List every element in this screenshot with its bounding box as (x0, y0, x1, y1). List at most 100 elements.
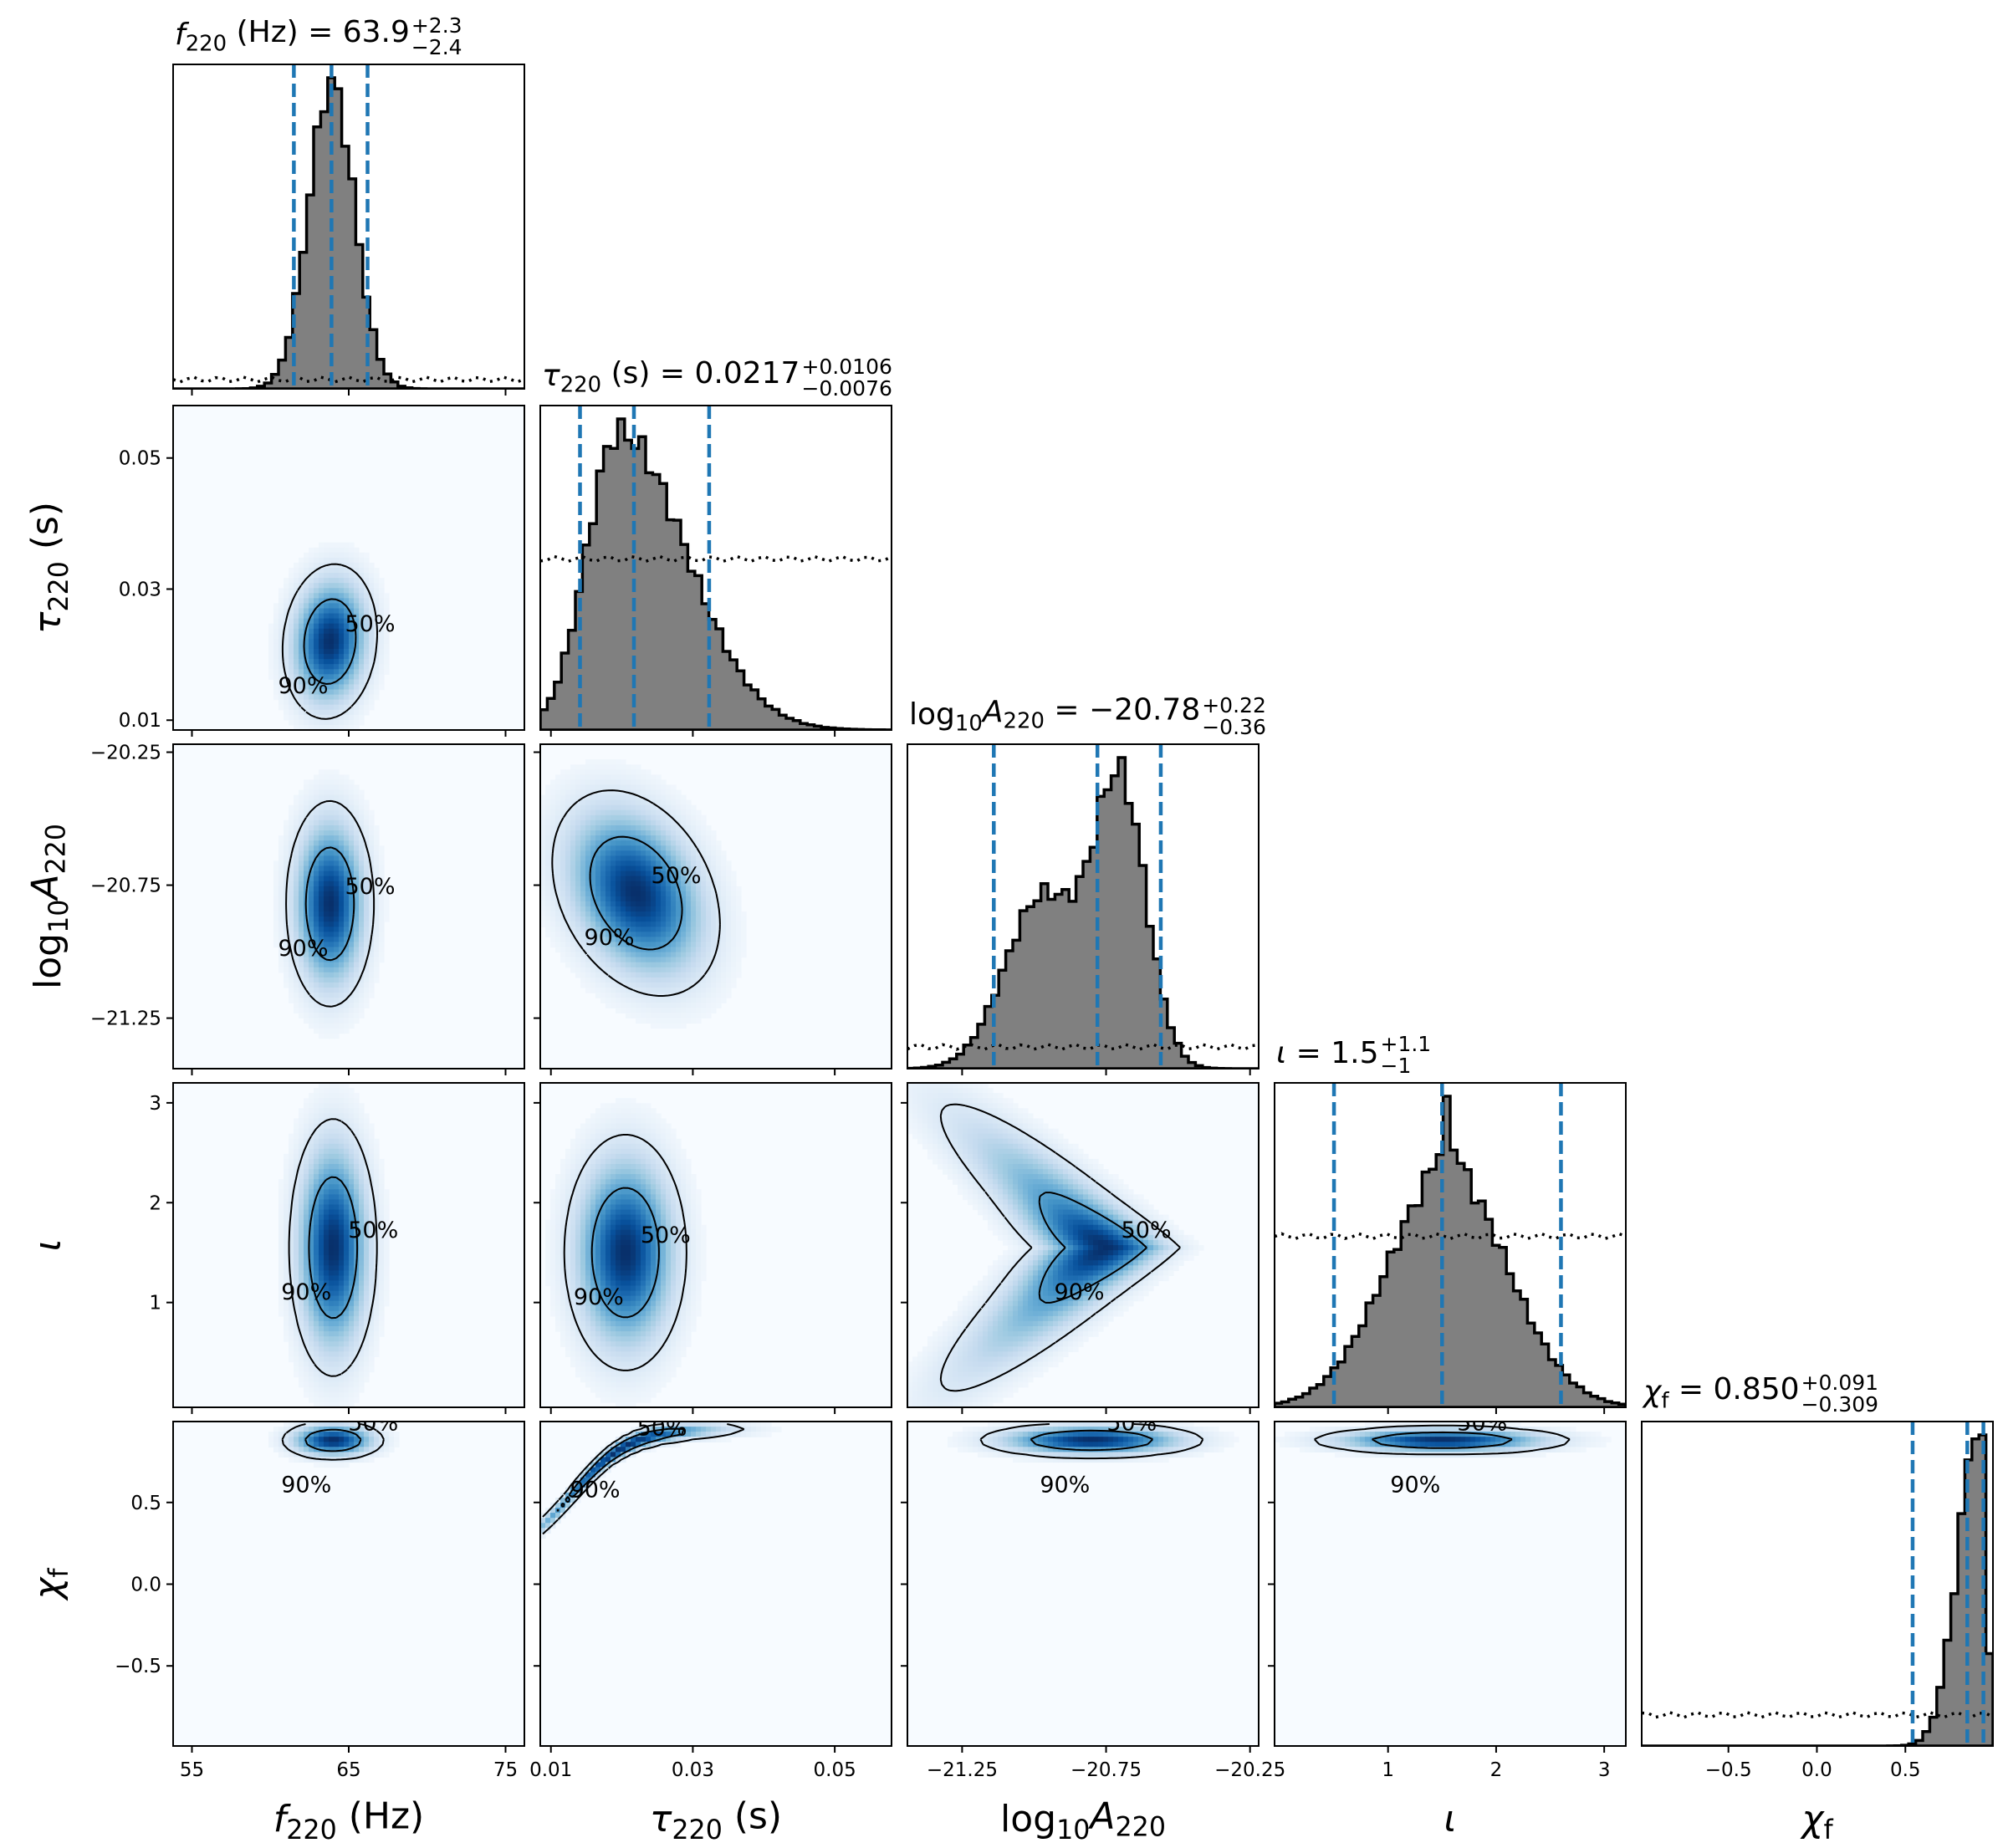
y-tick-label-iota: 1 (149, 1293, 161, 1315)
x-tick-label-f220: 75 (493, 1759, 518, 1781)
marginal-panel-tau220 (539, 405, 892, 737)
prior-tau220 (540, 554, 892, 564)
contour-90-tau220-iota (563, 1134, 687, 1371)
contour-label-90: 90% (278, 673, 329, 699)
joint-panel-f220-iota: 50% 90% 1 2 3 (149, 1082, 525, 1414)
x-tick-label-iota: 2 (1490, 1759, 1503, 1781)
contour-label-90: 90% (1390, 1472, 1440, 1498)
title-iota: ι = 1.5 (1276, 1036, 1379, 1070)
joint-panel-logA-chi: 50% 90% −21.25 −20.75 −20.25 (901, 1410, 1285, 1781)
panel-frame (907, 743, 1260, 1069)
contour-90-iota-chi (1313, 1424, 1571, 1456)
prior-f220 (173, 375, 524, 384)
marginal-panel-chi: −0.5 0.0 0.5 (1641, 1421, 1994, 1781)
title-upper-error: +1.1 (1381, 1032, 1432, 1056)
title-upper-error: +0.0106 (801, 355, 892, 379)
panel-frame (539, 743, 892, 1069)
contour-50-f220-chi (304, 1428, 362, 1452)
contour-50-iota-chi (1372, 1431, 1513, 1449)
density-iota-chi (1275, 1422, 1612, 1458)
contour-50-tau220-logA (589, 835, 683, 951)
title-tau220: τ220 (s) = 0.0217 (542, 356, 800, 397)
title-lower-error: −1 (1381, 1054, 1412, 1078)
x-axis-label-chi: χf (1800, 1798, 1833, 1845)
x-axis-label-f220: f220 (Hz) (273, 1795, 424, 1845)
x-tick-label-iota: 3 (1598, 1759, 1611, 1781)
contour-label-90: 90% (1040, 1472, 1090, 1498)
title-upper-error: +2.3 (411, 13, 462, 38)
y-axis-label-group: χf (27, 1568, 74, 1601)
x-tick-label-chi: −0.5 (1705, 1759, 1752, 1781)
contour-50-f220-iota (308, 1176, 359, 1320)
y-tick-label-chi: 0.5 (130, 1493, 161, 1514)
x-tick-label-logA: −21.25 (927, 1759, 998, 1781)
contour-label-50: 50% (345, 611, 396, 637)
y-tick-label-iota: 3 (149, 1093, 161, 1115)
contour-50-f220-logA (304, 846, 355, 962)
x-tick-label-chi: 0.0 (1801, 1759, 1832, 1781)
contour-90-tau220-chi (542, 1423, 745, 1535)
contour-label-50: 50% (637, 1415, 687, 1441)
joint-panel-tau220-logA: 50% 90% (534, 743, 892, 1075)
y-tick-label-chi: 0.0 (130, 1574, 161, 1595)
joint-panel-tau220-iota: 50% 90% (534, 1082, 892, 1414)
title-lower-error: −0.309 (1801, 1392, 1879, 1417)
x-tick-label-logA: −20.25 (1214, 1759, 1285, 1781)
x-tick-label-tau220: 0.01 (529, 1759, 572, 1781)
prior-iota (1275, 1232, 1626, 1241)
density-f220-logA (273, 769, 390, 1039)
contour-label-50: 50% (345, 874, 396, 900)
title-upper-error: +0.22 (1202, 693, 1266, 717)
contour-label-50: 50% (1122, 1218, 1172, 1243)
title-lower-error: −0.36 (1202, 715, 1266, 739)
y-axis-label-group: τ220 (s) (24, 502, 74, 634)
title-chi: χf = 0.850 (1642, 1372, 1800, 1413)
joint-panel-tau220-chi: 50% 90% 0.01 0.03 0.05 (529, 1415, 892, 1781)
contour-label-50: 50% (1106, 1410, 1157, 1436)
contour-label-50: 50% (348, 1410, 398, 1436)
contour-label-50: 50% (651, 863, 702, 889)
x-axis-label-logA: log10A220 (1000, 1795, 1166, 1845)
x-tick-label-tau220: 0.03 (672, 1759, 714, 1781)
histogram-f220 (173, 76, 524, 389)
x-tick-label-f220: 55 (180, 1759, 204, 1781)
panel-frame (539, 405, 892, 731)
contour-label-90: 90% (574, 1284, 624, 1310)
contour-50-logA-chi (1030, 1429, 1154, 1452)
contour-50-f220-tau220 (303, 598, 357, 685)
panel-frame (907, 1082, 1260, 1408)
histogram-iota (1275, 1095, 1626, 1407)
x-tick-label-iota: 1 (1382, 1759, 1394, 1781)
contour-label-90: 90% (570, 1477, 621, 1503)
y-axis-label-group: ι (27, 1239, 69, 1252)
y-axis-label-iota: ι (27, 1239, 69, 1252)
contour-90-f220-iota (288, 1118, 378, 1377)
panel-frame (539, 1082, 892, 1408)
contour-90-tau220-logA (551, 789, 721, 997)
contour-50-tau220-iota (590, 1187, 660, 1319)
joint-panel-logA-iota: 50% 90% (901, 1082, 1260, 1414)
y-axis-label-chi: χf (27, 1568, 74, 1601)
contour-90-f220-tau220 (281, 563, 378, 720)
x-tick-label-logA: −20.75 (1070, 1759, 1142, 1781)
joint-panel-f220-chi: 50% 90% 55 65 75 −0.5 0.0 0.5 (115, 1410, 525, 1781)
y-axis-label-logA: log10A220 (24, 824, 74, 989)
title-logA: log10A220 = −20.78 (909, 692, 1200, 736)
contour-50-logA-iota (1038, 1192, 1147, 1304)
x-axis-label-iota: ι (1444, 1798, 1457, 1840)
joint-panel-f220-logA: 50% 90% −21.25 −20.75 −20.25 (90, 743, 525, 1075)
title-f220: f220 (Hz) = 63.9 (175, 15, 410, 56)
contour-label-90: 90% (281, 1279, 331, 1305)
contour-50-tau220-chi (556, 1427, 685, 1512)
title-upper-error: +0.091 (1801, 1371, 1879, 1395)
x-tick-label-f220: 65 (336, 1759, 360, 1781)
y-tick-label-tau220: 0.03 (119, 579, 161, 600)
density-f220-iota (278, 1083, 390, 1407)
joint-panel-iota-chi: 50% 90% 1 2 3 (1268, 1421, 1627, 1781)
histogram-chi (1642, 1433, 1993, 1746)
title-lower-error: −0.0076 (801, 376, 892, 401)
contour-90-f220-chi (281, 1423, 385, 1461)
x-axis-label-tau220: τ220 (s) (650, 1795, 782, 1845)
panel-frame (1274, 1082, 1627, 1408)
